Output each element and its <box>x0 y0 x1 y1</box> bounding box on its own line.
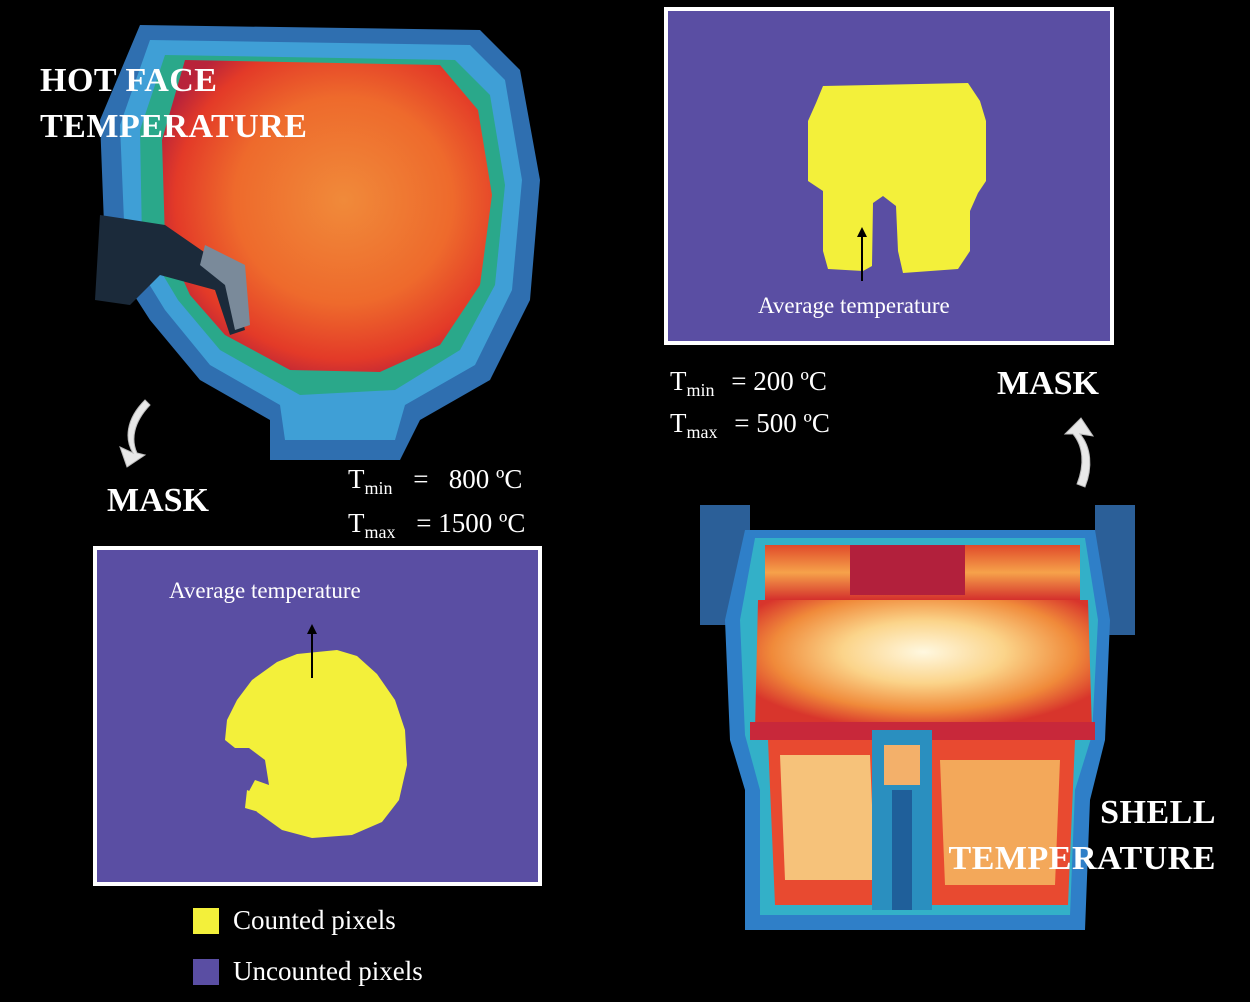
hot-face-title: HOT FACE TEMPERATURE <box>40 58 307 150</box>
shell-title: SHELL TEMPERATURE <box>949 790 1216 882</box>
shell-average-temperature-label: Average temperature <box>758 293 950 318</box>
shell-mask-panel: Average temperature <box>664 7 1114 345</box>
tmin-value: = 800 ºC <box>413 464 523 494</box>
legend-counted-label: Counted pixels <box>233 905 396 935</box>
hot-face-title-line2: TEMPERATURE <box>40 108 308 145</box>
tmax-subscript: max <box>364 522 396 542</box>
shell-mask-label: MASK <box>997 365 1099 402</box>
curved-arrow-down-icon <box>119 399 151 468</box>
tmax-symbol: T <box>670 408 687 438</box>
tmin-symbol: T <box>670 366 687 396</box>
tmin-value: = 200 ºC <box>731 366 827 396</box>
hot-face-mask-label: MASK <box>107 482 209 519</box>
shell-tmin: Tmin = 200 ºC <box>670 360 827 411</box>
hot-face-title-line1: HOT FACE <box>40 62 218 99</box>
hot-face-tmin: Tmin = 800 ºC <box>348 458 522 509</box>
hot-face-mask-shape <box>225 624 407 838</box>
tmax-symbol: T <box>348 508 365 538</box>
uncounted-swatch <box>193 958 219 985</box>
tmin-subscript: min <box>364 478 393 498</box>
tmax-value: = 1500 ºC <box>416 508 526 538</box>
legend-uncounted: Uncounted pixels <box>193 956 423 987</box>
hot-face-mask-panel: Average temperature <box>93 546 542 886</box>
counted-swatch <box>193 907 219 934</box>
tmax-value: = 500 ºC <box>734 408 830 438</box>
shell-tmax: Tmax = 500 ºC <box>670 402 830 453</box>
shell-title-line1: SHELL <box>1100 794 1216 831</box>
legend-uncounted-label: Uncounted pixels <box>233 956 423 986</box>
hot-face-tmax: Tmax = 1500 ºC <box>348 502 525 553</box>
curved-arrow-up-icon <box>1063 417 1095 488</box>
tmin-subscript: min <box>686 380 715 400</box>
tmin-symbol: T <box>348 464 365 494</box>
shell-mask-shape <box>808 83 986 281</box>
tmax-subscript: max <box>686 422 718 442</box>
shell-title-line2: TEMPERATURE <box>948 840 1216 877</box>
hot-face-average-temperature-label: Average temperature <box>169 578 361 603</box>
legend-counted: Counted pixels <box>193 905 396 936</box>
